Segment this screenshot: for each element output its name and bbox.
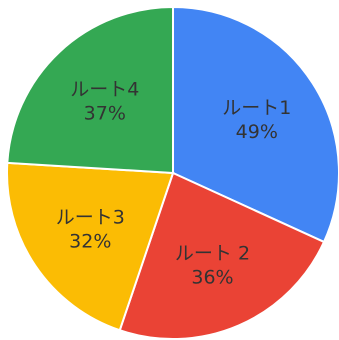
pie-slice-4 bbox=[6, 5, 174, 175]
slice-label-1: ルート1 bbox=[222, 97, 291, 119]
pie-slice-3 bbox=[5, 161, 175, 332]
pie-slices bbox=[5, 5, 339, 340]
slice-label-2: ルート 2 bbox=[175, 242, 250, 264]
slice-value-1: 49% bbox=[236, 121, 278, 143]
slice-value-3: 32% bbox=[69, 231, 111, 253]
pie-slice-2 bbox=[118, 171, 326, 340]
slice-label-3: ルート3 bbox=[56, 207, 125, 229]
pie-slice-1 bbox=[172, 5, 339, 244]
slice-value-2: 36% bbox=[191, 266, 233, 288]
slice-value-4: 37% bbox=[84, 103, 126, 125]
slice-label-4: ルート4 bbox=[70, 79, 139, 101]
